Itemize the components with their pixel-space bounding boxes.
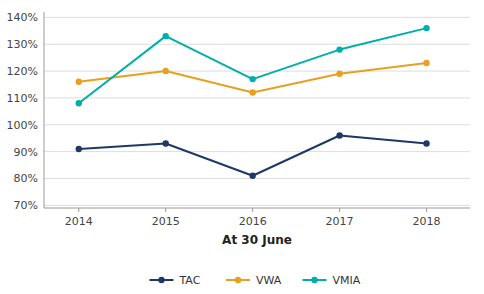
x-axis-label: At 30 June (222, 233, 292, 247)
y-tick-label: 80% (14, 172, 38, 185)
legend-label: VWA (256, 274, 282, 287)
x-tick (426, 208, 427, 212)
point (76, 100, 82, 106)
point (76, 146, 82, 152)
grid-line (44, 97, 470, 98)
series-line (79, 28, 427, 103)
legend-marker (311, 277, 317, 283)
point (336, 132, 342, 138)
point (249, 89, 255, 95)
x-tick (78, 208, 79, 212)
grid-line (44, 124, 470, 125)
x-tick-label: 2016 (239, 215, 267, 228)
point (423, 140, 429, 146)
point (76, 79, 82, 85)
point (423, 25, 429, 31)
x-tick-label: 2018 (413, 215, 441, 228)
y-axis-line (44, 12, 45, 208)
legend-marker (158, 277, 164, 283)
chart: 70%80%90%100%110%120%130%140%20142015201… (0, 0, 484, 294)
legend-label: VMIA (333, 274, 361, 287)
point (336, 71, 342, 77)
plot-data (76, 25, 430, 179)
point (336, 46, 342, 52)
point (249, 173, 255, 179)
legend-marker (235, 277, 241, 283)
point (163, 33, 169, 39)
x-tick-label: 2017 (326, 215, 354, 228)
x-tick-label: 2014 (65, 215, 93, 228)
background (0, 0, 484, 294)
x-tick (252, 208, 253, 212)
x-tick (165, 208, 166, 212)
y-tick-label: 90% (14, 146, 38, 159)
legend-label: TAC (179, 274, 201, 287)
grid-line (44, 205, 470, 206)
x-axis: 2014 2015 2016 2017 2018 At 30 June (44, 208, 470, 247)
grid-line (44, 71, 470, 72)
y-tick-label: 130% (7, 38, 38, 51)
y-axis: 70% 80% 90% 100% 110% 120% 130% 140% (7, 11, 470, 212)
y-tick-label: 110% (7, 92, 38, 105)
point (249, 76, 255, 82)
x-tick (339, 208, 340, 212)
grid-line (44, 44, 470, 45)
point (163, 140, 169, 146)
grid-line (44, 178, 470, 179)
x-tick-label: 2015 (152, 215, 180, 228)
point (423, 60, 429, 66)
y-tick-label: 100% (7, 119, 38, 132)
legend: TAC VWA VMIA (150, 274, 361, 287)
series-line (79, 136, 427, 176)
y-tick-label: 70% (14, 199, 38, 212)
grid-line (44, 17, 470, 18)
y-tick-label: 120% (7, 65, 38, 78)
x-axis-line (44, 208, 470, 209)
point (163, 68, 169, 74)
y-tick-label: 140% (7, 11, 38, 24)
series-line (79, 63, 427, 93)
grid-line (44, 151, 470, 152)
